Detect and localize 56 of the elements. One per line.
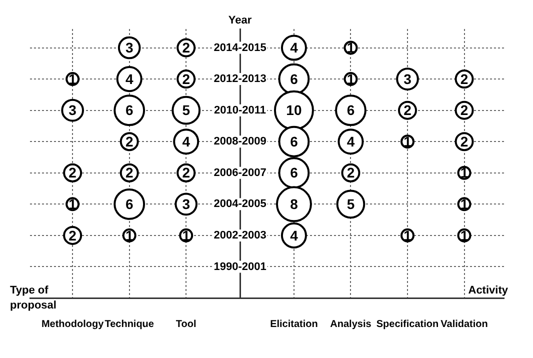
data-label: 2 (182, 40, 190, 56)
data-label: 6 (125, 102, 134, 118)
data-label: 3 (125, 40, 134, 56)
data-label: 6 (290, 70, 298, 87)
data-label: 1 (404, 133, 412, 150)
data-label: 4 (346, 133, 355, 150)
y-tick-label: 2010-2011 (214, 104, 266, 116)
y-tick-label: 2008-2009 (214, 136, 266, 148)
annotation: Type of proposal (10, 284, 56, 312)
x-tick-label: Technique (104, 318, 154, 330)
data-label: 2 (182, 164, 190, 181)
data-label: 2 (460, 70, 468, 87)
data-label: 4 (125, 70, 134, 87)
y-tick-label: 2004-2005 (214, 198, 266, 210)
data-label: 5 (182, 102, 190, 118)
data-label: 2 (125, 164, 134, 181)
data-label: 2 (68, 164, 77, 181)
y-axis-title: Year (228, 14, 252, 27)
data-label: 4 (182, 133, 190, 150)
x-tick-label: Methodology (41, 318, 104, 330)
x-tick-label: Validation (440, 318, 488, 330)
data-label: 1 (346, 70, 355, 87)
y-tick-label: 1990-2001 (214, 260, 266, 273)
data-label: 2 (68, 227, 77, 244)
data-label: 6 (290, 164, 298, 181)
data-label: 3 (404, 70, 412, 87)
data-label: 1 (68, 196, 77, 212)
y-tick-label: 2006-2007 (214, 166, 266, 179)
x-tick-label: Analysis (330, 318, 372, 330)
data-label: 2 (460, 133, 468, 150)
data-label: 10 (286, 102, 302, 118)
data-label: 1 (68, 70, 77, 87)
data-label: 2 (182, 70, 190, 87)
x-tick-label: Specification (376, 318, 439, 330)
data-label: 1 (460, 196, 468, 212)
y-tick-label: 2014-2015 (214, 42, 266, 54)
data-label: 2 (404, 102, 412, 118)
data-label: 5 (346, 196, 355, 212)
x-tick-label: Tool (176, 318, 197, 330)
data-label: 2 (125, 133, 134, 150)
data-label: 6 (346, 102, 355, 118)
data-label: 4 (290, 40, 298, 56)
x-axis-title: Activity (468, 284, 509, 297)
y-tick-label: 2002-2003 (214, 229, 266, 242)
data-label: 1 (346, 40, 355, 56)
data-label: 4 (290, 227, 298, 244)
data-label: 1 (460, 164, 468, 181)
y-tick-label: 2012-2013 (214, 73, 266, 86)
data-label: 6 (290, 133, 298, 150)
data-label: 2 (346, 164, 355, 181)
data-label: 2 (460, 102, 468, 118)
data-label: 6 (125, 196, 134, 212)
data-label: 3 (68, 102, 77, 118)
data-label: 3 (182, 196, 190, 212)
x-tick-label: Elicitation (270, 318, 318, 330)
data-label: 8 (290, 196, 298, 212)
